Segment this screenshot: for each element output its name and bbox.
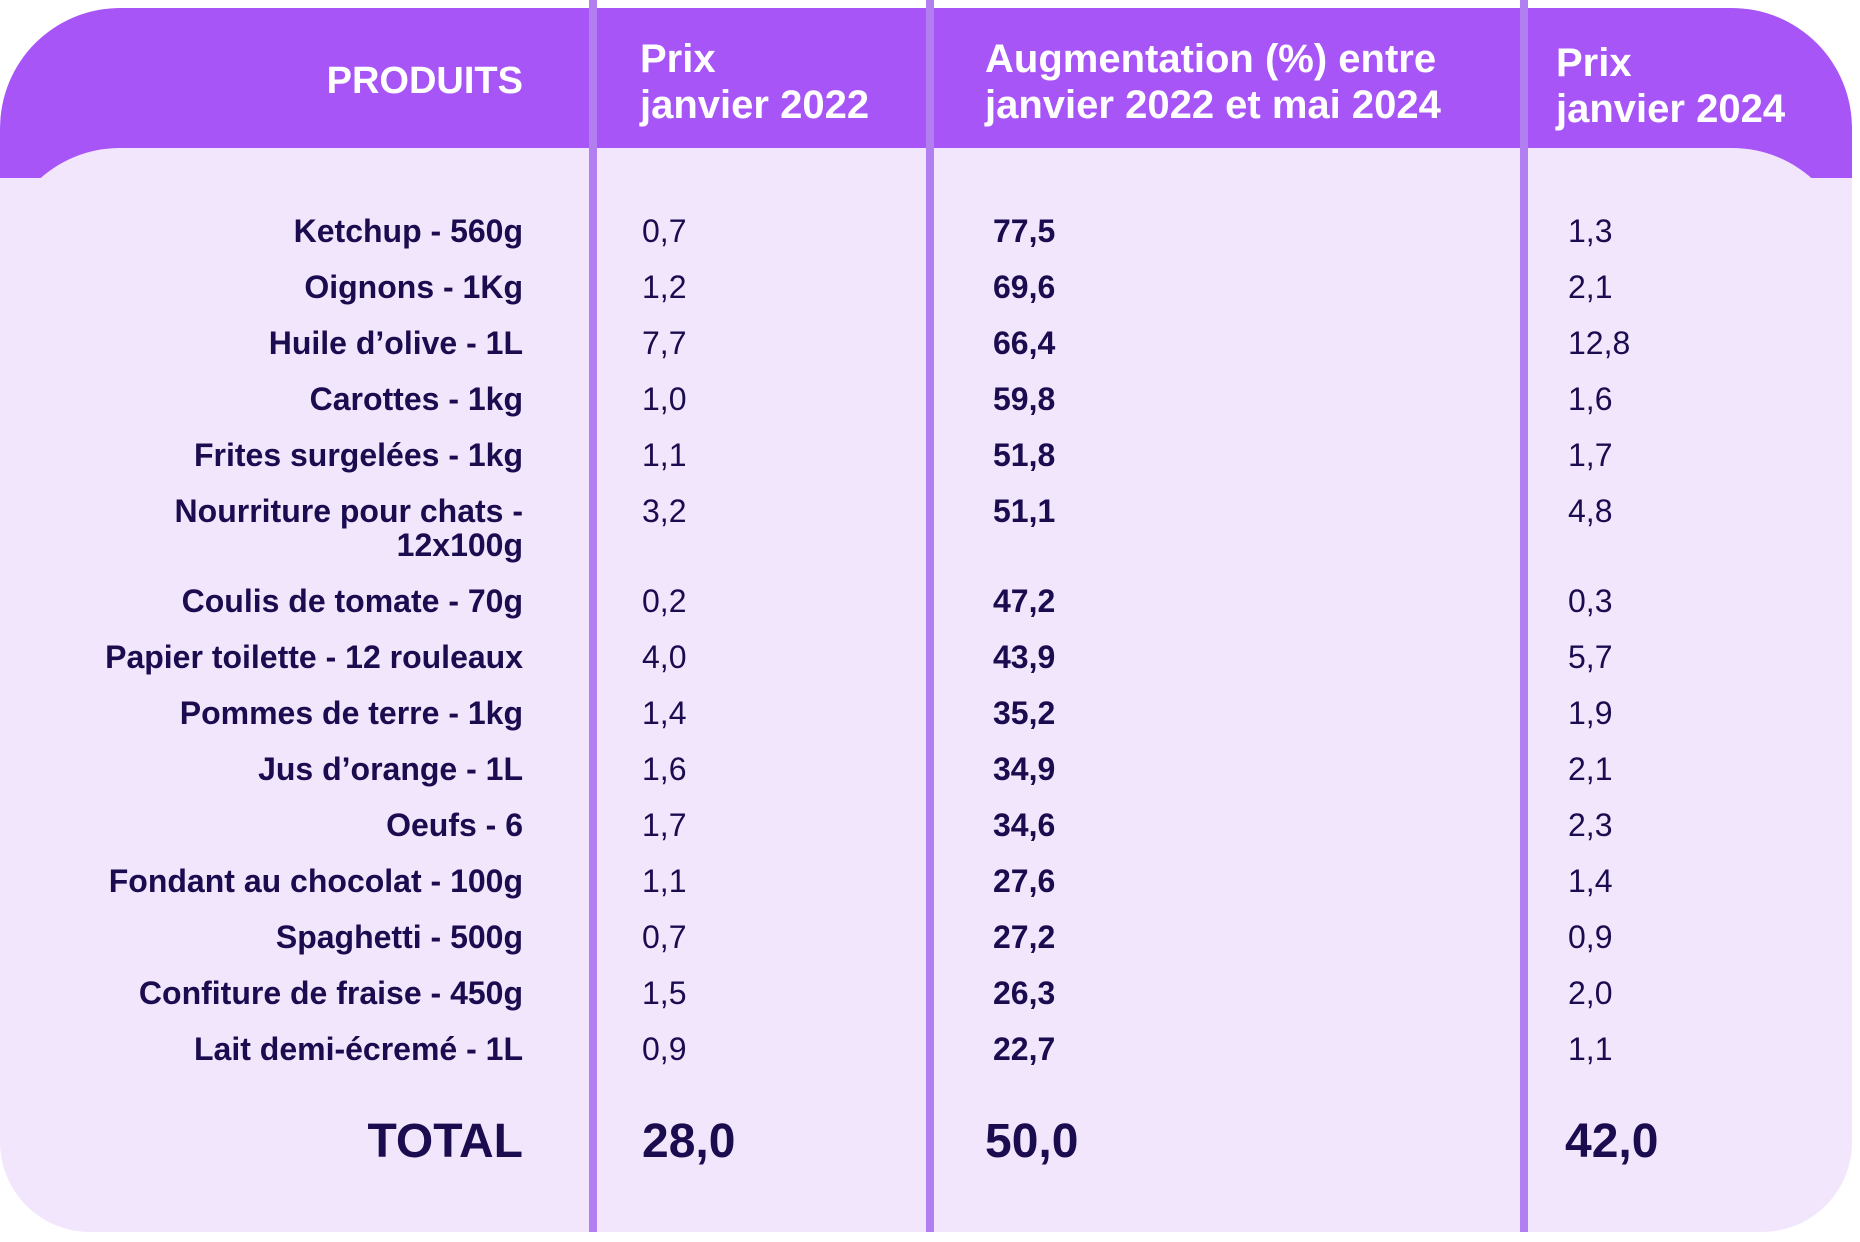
total-prix-2022: 28,0 xyxy=(642,1115,736,1168)
total-prix-2024: 42,0 xyxy=(1565,1115,1659,1168)
prix-2024-cell: 4,8 xyxy=(1568,493,1613,529)
prix-2024-cell: 0,9 xyxy=(1568,919,1613,955)
augmentation-cell: 34,6 xyxy=(993,807,1056,843)
total-label: TOTAL xyxy=(367,1115,523,1168)
prix-2022-cell: 0,7 xyxy=(642,919,687,955)
product-cell: Jus d’orange - 1L xyxy=(258,751,523,787)
prix-2024-cell: 2,1 xyxy=(1568,269,1613,305)
product-cell: Fondant au chocolat - 100g xyxy=(108,863,523,899)
prix-2022-cell: 1,1 xyxy=(642,863,687,899)
header-prix-janvier-2022: Prix janvier 2022 xyxy=(640,37,870,127)
augmentation-cell: 43,9 xyxy=(993,639,1056,675)
augmentation-cell: 51,8 xyxy=(993,437,1056,473)
total-augmentation: 50,0 xyxy=(985,1115,1079,1168)
prix-2022-cell: 1,1 xyxy=(642,437,687,473)
prix-2024-cell: 1,9 xyxy=(1568,695,1613,731)
column-divider-1 xyxy=(589,0,597,1232)
product-cell: Papier toilette - 12 rouleaux xyxy=(105,639,523,675)
prix-2024-cell: 5,7 xyxy=(1568,639,1613,675)
augmentation-cell: 59,8 xyxy=(993,381,1056,417)
column-divider-2 xyxy=(926,0,934,1232)
prix-2024-cell: 1,1 xyxy=(1568,1031,1613,1067)
product-cell: Oeufs - 6 xyxy=(386,807,523,843)
product-cell: Coulis de tomate - 70g xyxy=(181,583,523,619)
prix-2024-cell: 1,6 xyxy=(1568,381,1613,417)
product-cell: Nourriture pour chats - 12x100g xyxy=(174,493,523,563)
prix-2022-cell: 0,2 xyxy=(642,583,687,619)
prix-2022-cell: 1,4 xyxy=(642,695,687,731)
augmentation-cell: 69,6 xyxy=(993,269,1056,305)
prix-2022-cell: 0,7 xyxy=(642,213,687,249)
product-cell: Frites surgelées - 1kg xyxy=(193,437,523,473)
prix-2024-cell: 2,1 xyxy=(1568,751,1613,787)
prix-2022-cell: 4,0 xyxy=(642,639,687,675)
product-cell: Ketchup - 560g xyxy=(293,213,523,249)
prix-2022-cell: 1,0 xyxy=(642,381,687,417)
prix-2024-cell: 2,0 xyxy=(1568,975,1613,1011)
augmentation-cell: 34,9 xyxy=(993,751,1056,787)
augmentation-cell: 51,1 xyxy=(993,493,1056,529)
product-cell: Oignons - 1Kg xyxy=(304,269,523,305)
prix-2024-cell: 2,3 xyxy=(1568,807,1613,843)
product-cell: Lait demi-écremé - 1L xyxy=(194,1031,523,1067)
augmentation-cell: 27,2 xyxy=(993,919,1056,955)
product-cell: Huile d’olive - 1L xyxy=(268,325,523,361)
column-divider-3 xyxy=(1520,0,1528,1232)
prix-2024-cell: 1,3 xyxy=(1568,213,1613,249)
prix-2024-cell: 1,4 xyxy=(1568,863,1613,899)
header-prix-janvier-2024: Prix janvier 2024 xyxy=(1556,41,1786,131)
prix-2022-cell: 1,5 xyxy=(642,975,687,1011)
prix-2024-cell: 0,3 xyxy=(1568,583,1613,619)
augmentation-cell: 27,6 xyxy=(993,863,1056,899)
prix-2024-cell: 12,8 xyxy=(1568,325,1631,361)
prix-2024-cell: 1,7 xyxy=(1568,437,1613,473)
prix-2022-cell: 1,6 xyxy=(642,751,687,787)
augmentation-cell: 47,2 xyxy=(993,583,1056,619)
augmentation-cell: 77,5 xyxy=(993,213,1056,249)
prix-2022-cell: 7,7 xyxy=(642,325,687,361)
prix-2022-cell: 1,7 xyxy=(642,807,687,843)
prix-2022-cell: 1,2 xyxy=(642,269,687,305)
header-produits: PRODUITS xyxy=(326,60,523,102)
product-cell: Carottes - 1kg xyxy=(309,381,523,417)
augmentation-cell: 26,3 xyxy=(993,975,1056,1011)
product-cell: Spaghetti - 500g xyxy=(275,919,523,955)
prix-2022-cell: 0,9 xyxy=(642,1031,687,1067)
header-augmentation: Augmentation (%) entre janvier 2022 et m… xyxy=(985,37,1441,127)
augmentation-cell: 22,7 xyxy=(993,1031,1056,1067)
augmentation-cell: 66,4 xyxy=(993,325,1056,361)
product-cell: Confiture de fraise - 450g xyxy=(138,975,523,1011)
product-cell: Pommes de terre - 1kg xyxy=(179,695,523,731)
prix-2022-cell: 3,2 xyxy=(642,493,687,529)
augmentation-cell: 35,2 xyxy=(993,695,1056,731)
